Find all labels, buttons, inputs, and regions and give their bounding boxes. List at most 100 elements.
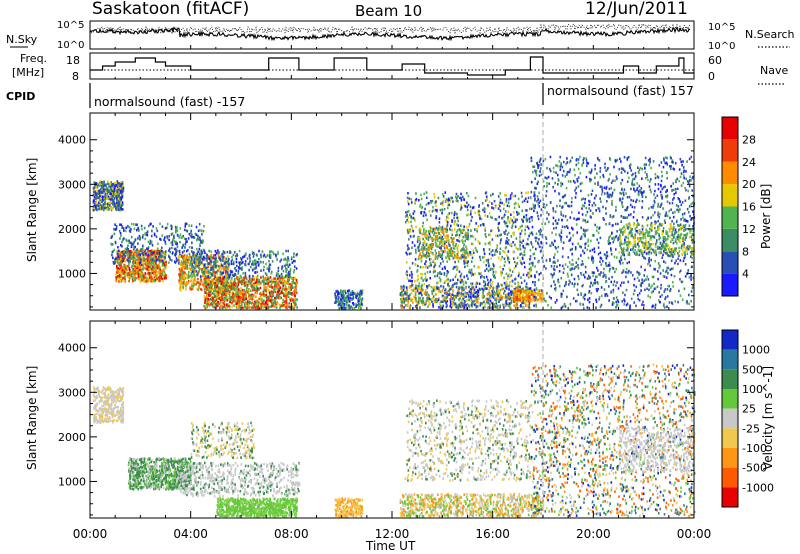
data-cell xyxy=(132,246,135,250)
data-cell xyxy=(228,262,230,265)
data-cell xyxy=(218,290,220,294)
data-cell xyxy=(110,181,112,184)
data-cell xyxy=(487,281,490,285)
data-cell xyxy=(418,296,420,299)
data-cell xyxy=(198,236,201,239)
data-cell xyxy=(254,281,257,285)
data-cell xyxy=(128,241,130,244)
data-cell xyxy=(164,252,167,256)
data-cell xyxy=(463,259,465,263)
data-cell xyxy=(257,306,260,309)
data-cell xyxy=(94,193,97,197)
data-cell xyxy=(515,210,518,214)
data-cell xyxy=(144,237,147,241)
data-cell xyxy=(272,294,275,298)
data-cell xyxy=(217,300,220,304)
data-cell xyxy=(121,253,123,256)
data-cell xyxy=(401,300,404,304)
data-cell xyxy=(110,236,113,239)
data-cell xyxy=(269,250,271,253)
data-cell xyxy=(509,275,511,279)
data-cell xyxy=(130,272,133,276)
data-cell xyxy=(203,284,206,287)
data-cell xyxy=(420,206,423,210)
data-cell xyxy=(526,242,528,246)
data-cell xyxy=(490,285,493,288)
data-cell xyxy=(334,292,336,296)
data-cell xyxy=(419,203,422,207)
data-cell xyxy=(138,255,141,259)
data-cell xyxy=(199,260,201,263)
data-cell xyxy=(217,253,220,257)
data-cell xyxy=(491,295,494,298)
data-cell xyxy=(100,184,103,188)
data-cell xyxy=(284,285,287,288)
data-cell xyxy=(334,301,336,305)
data-cell xyxy=(506,293,508,296)
data-cell xyxy=(211,279,214,282)
data-cell xyxy=(99,183,101,186)
data-cell xyxy=(119,266,122,270)
data-cell xyxy=(256,291,258,295)
data-cell xyxy=(262,280,264,283)
data-cell xyxy=(494,305,497,308)
data-cell xyxy=(119,187,122,191)
data-cell xyxy=(199,243,201,246)
data-cell xyxy=(223,298,226,301)
data-cell xyxy=(207,270,210,274)
data-cell xyxy=(525,289,528,293)
data-cell xyxy=(525,218,528,222)
data-cell xyxy=(447,200,450,203)
data-cell xyxy=(505,299,507,303)
data-cell xyxy=(150,256,152,259)
data-cell xyxy=(525,213,528,217)
data-cell xyxy=(528,262,531,266)
data-cell xyxy=(129,241,132,245)
data-cell xyxy=(418,297,420,301)
data-cell xyxy=(179,262,181,266)
data-cell xyxy=(203,257,206,260)
data-cell xyxy=(492,301,494,305)
data-cell xyxy=(173,247,176,251)
data-cell xyxy=(151,277,153,281)
data-cell xyxy=(227,283,229,286)
data-cell xyxy=(526,200,529,203)
data-cell xyxy=(286,260,289,264)
data-cell xyxy=(142,253,144,257)
data-cell xyxy=(99,195,101,198)
data-cell xyxy=(276,292,279,296)
data-cell xyxy=(211,273,213,277)
data-cell xyxy=(166,222,169,226)
data-cell xyxy=(516,303,519,307)
data-cell xyxy=(118,195,120,199)
data-cell xyxy=(131,276,134,279)
data-cell xyxy=(189,287,192,291)
data-cell xyxy=(217,286,220,290)
data-cell xyxy=(173,236,175,240)
data-cell xyxy=(406,292,408,295)
data-cell xyxy=(451,297,454,300)
data-cell xyxy=(399,291,402,295)
data-cell xyxy=(428,210,431,213)
data-cell xyxy=(403,285,406,289)
data-cell xyxy=(188,252,191,256)
data-cell xyxy=(428,258,431,261)
data-cell xyxy=(242,298,244,301)
data-cell xyxy=(158,278,161,282)
data-cell xyxy=(278,293,280,296)
data-cell xyxy=(231,305,233,308)
data-cell xyxy=(275,297,277,300)
data-cell xyxy=(405,289,408,293)
data-cell xyxy=(452,283,454,287)
data-cell xyxy=(441,225,444,229)
data-cell xyxy=(458,298,460,301)
data-cell xyxy=(508,205,511,208)
data-cell xyxy=(233,295,235,298)
data-cell xyxy=(127,264,129,268)
data-cell xyxy=(505,229,507,233)
data-cell xyxy=(488,297,491,300)
data-cell xyxy=(249,306,251,309)
data-cell xyxy=(424,275,427,279)
data-cell xyxy=(215,302,218,306)
data-cell xyxy=(204,270,206,273)
